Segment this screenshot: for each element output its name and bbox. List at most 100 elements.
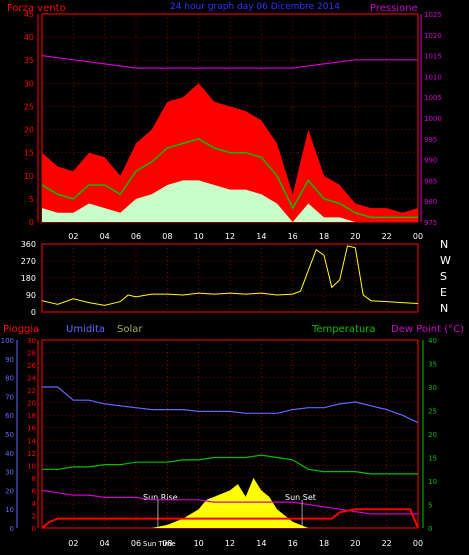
- temperature-tick-label: 25: [428, 408, 437, 416]
- sunset-annotation: Sun Set: [285, 493, 316, 502]
- wind-x-tick-label: 16: [288, 232, 298, 241]
- compass-label: W: [440, 254, 451, 267]
- humidity-tick-label: 70: [5, 393, 14, 401]
- temperature-tick-label: 10: [428, 478, 437, 486]
- rain-tick-label: 10: [27, 462, 36, 470]
- pressure-axis-title: Pressione: [370, 3, 418, 14]
- wind-x-tick-label: 22: [382, 232, 392, 241]
- humidity-label: Umidita: [66, 324, 105, 335]
- wind-tick-label: 30: [24, 79, 34, 88]
- pressure-tick-label: 1020: [424, 32, 442, 40]
- rain-x-tick-label: 00: [413, 539, 423, 548]
- humidity-tick-label: 20: [5, 487, 14, 495]
- humidity-tick-label: 0: [10, 525, 14, 533]
- direction-tick-label: 270: [21, 257, 36, 266]
- pressure-tick-label: 1025: [424, 11, 442, 19]
- rain-tick-label: 8: [32, 475, 36, 483]
- pressure-tick-label: 995: [424, 136, 437, 144]
- pressure-tick-label: 1010: [424, 73, 442, 81]
- sunrise-annotation: Sun Rise: [143, 493, 178, 502]
- rain-tick-label: 30: [27, 337, 36, 345]
- wind-x-tick-label: 04: [100, 232, 110, 241]
- rain-tick-label: 22: [27, 387, 36, 395]
- suntime-annotation: Sun Time: [143, 540, 176, 548]
- wind-tick-label: 25: [24, 102, 34, 111]
- temperature-tick-label: 5: [428, 502, 432, 510]
- pressure-tick-label: 980: [424, 198, 437, 206]
- rain-x-tick-label: 04: [100, 539, 110, 548]
- temperature-line: [42, 454, 418, 475]
- pressure-line: [41, 55, 418, 69]
- rain-x-tick-label: 08: [162, 539, 172, 548]
- humidity-tick-label: 80: [5, 375, 14, 383]
- wind-tick-label: 45: [24, 10, 34, 19]
- rain-x-tick-label: 16: [288, 539, 298, 548]
- direction-tick-label: 180: [21, 274, 36, 283]
- compass-label: S: [440, 270, 447, 283]
- humidity-tick-label: 60: [5, 412, 14, 420]
- dewpoint-line: [41, 489, 418, 515]
- direction-tick-label: 0: [31, 308, 36, 317]
- humidity-tick-label: 100: [1, 337, 14, 345]
- rain-x-tick-label: 12: [225, 539, 235, 548]
- solar-label: Solar: [117, 324, 143, 335]
- temperature-label: Temperatura: [311, 324, 376, 335]
- wind-x-tick-label: 10: [194, 232, 204, 241]
- rain-tick-label: 6: [32, 487, 37, 495]
- wind-x-tick-label: 12: [225, 232, 235, 241]
- temperature-tick-label: 40: [428, 337, 437, 345]
- temperature-tick-label: 15: [428, 455, 437, 463]
- wind-min-area: [42, 180, 418, 222]
- temperature-tick-label: 20: [428, 431, 437, 439]
- humidity-tick-label: 90: [5, 356, 14, 364]
- pressure-tick-label: 975: [424, 219, 437, 227]
- humidity-tick-label: 50: [5, 431, 14, 439]
- compass-label: E: [440, 286, 447, 299]
- rain-tick-label: 4: [32, 500, 37, 508]
- rain-tick-label: 26: [27, 362, 36, 370]
- pressure-tick-label: 1015: [424, 53, 442, 61]
- wind-tick-label: 15: [24, 149, 34, 158]
- humidity-line: [42, 386, 419, 424]
- wind-tick-label: 0: [29, 218, 34, 227]
- rain-tick-label: 18: [27, 412, 36, 420]
- direction-line: [41, 245, 419, 306]
- rain-x-tick-label: 22: [382, 539, 392, 548]
- solar-area: [151, 477, 309, 528]
- rain-tick-label: 0: [32, 525, 36, 533]
- wind-x-tick-label: 08: [162, 232, 172, 241]
- wind-x-tick-label: 00: [413, 232, 423, 241]
- wind-tick-label: 20: [24, 126, 34, 135]
- humidity-tick-label: 40: [5, 450, 14, 458]
- pressure-tick-label: 990: [424, 157, 437, 165]
- rain-x-tick-label: 02: [68, 539, 78, 548]
- wind-avg-line: [41, 137, 418, 219]
- temperature-tick-label: 35: [428, 361, 437, 369]
- pressure-tick-label: 985: [424, 177, 437, 185]
- wind-x-tick-label: 06: [131, 232, 141, 241]
- wind-axis-title: Forza vento: [7, 3, 66, 14]
- wind-tick-label: 40: [24, 33, 34, 42]
- rain-line: [41, 508, 419, 529]
- pressure-tick-label: 1005: [424, 94, 442, 102]
- rain-x-tick-label: 10: [194, 539, 204, 548]
- direction-tick-label: 90: [26, 291, 36, 300]
- wind-x-tick-label: 14: [256, 232, 266, 241]
- rain-tick-label: 24: [27, 375, 36, 383]
- rain-x-tick-label: 20: [350, 539, 360, 548]
- rain-tick-label: 12: [27, 450, 36, 458]
- rain-x-tick-label: 14: [256, 539, 266, 548]
- wind-x-tick-label: 02: [68, 232, 78, 241]
- rain-x-tick-label: 18: [319, 539, 329, 548]
- rain-tick-label: 28: [27, 350, 36, 358]
- wind-tick-label: 10: [24, 172, 34, 181]
- chart-title: 24 hour graph day 06 Dicembre 2014: [170, 2, 340, 12]
- humidity-tick-label: 10: [5, 506, 14, 514]
- rain-tick-label: 16: [27, 425, 36, 433]
- rain-x-tick-label: 06: [131, 539, 141, 548]
- wind-tick-label: 5: [29, 195, 34, 204]
- pressure-tick-label: 1000: [424, 115, 442, 123]
- temperature-tick-label: 0: [428, 525, 432, 533]
- dewpoint-label: Dew Point (°C): [391, 324, 464, 335]
